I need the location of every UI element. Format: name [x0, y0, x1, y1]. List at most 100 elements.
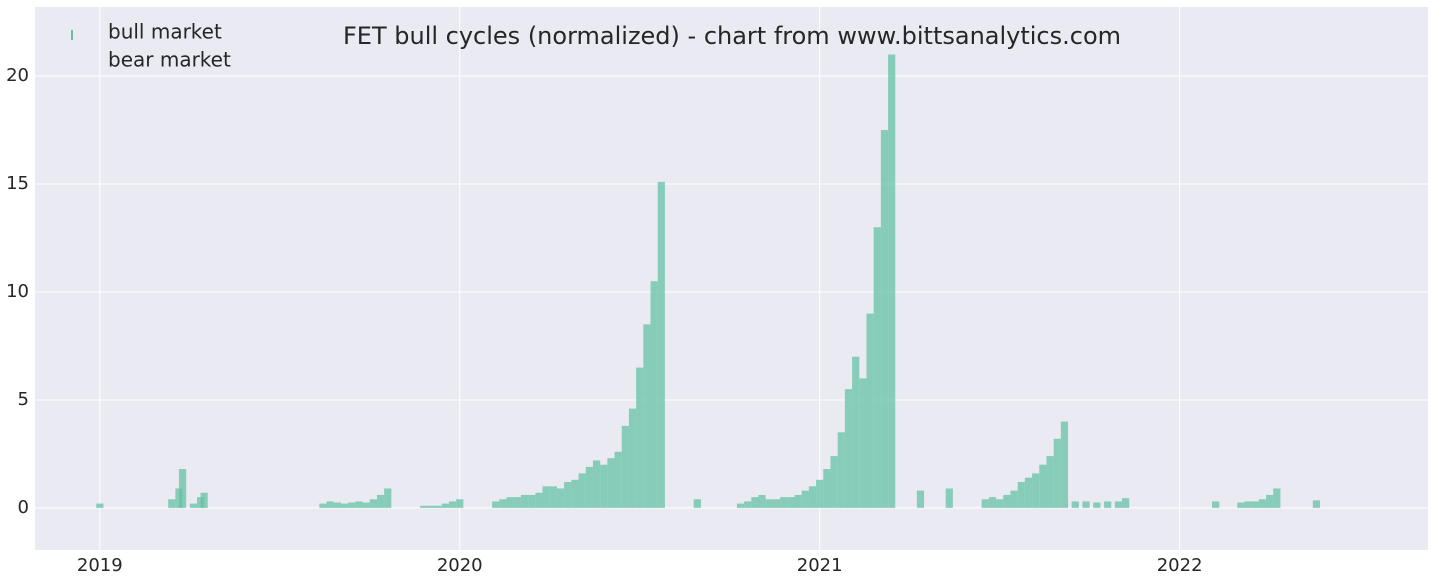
bar — [636, 367, 644, 508]
bar — [326, 501, 334, 508]
bar — [348, 502, 356, 508]
grid — [35, 7, 1428, 550]
bar — [693, 499, 701, 508]
bar — [628, 408, 637, 508]
bar — [1010, 490, 1018, 508]
bar — [585, 466, 593, 508]
bar — [1003, 494, 1011, 508]
bar — [1273, 488, 1281, 508]
y-tick-label: 0 — [18, 497, 29, 518]
bar — [852, 356, 860, 508]
bar — [657, 181, 665, 508]
bar — [1071, 501, 1079, 508]
bar — [808, 486, 817, 508]
bar — [873, 227, 881, 508]
bar — [736, 503, 745, 508]
bar — [794, 494, 802, 508]
bar — [880, 130, 889, 508]
legend-marker — [71, 30, 73, 40]
bar — [765, 499, 773, 508]
bar — [1032, 473, 1040, 508]
bar — [506, 497, 514, 508]
bar — [1244, 501, 1252, 508]
bar — [456, 499, 464, 508]
bar — [1060, 421, 1069, 508]
bar — [535, 492, 543, 508]
bar — [772, 499, 781, 508]
bar — [1039, 464, 1047, 508]
y-tick-label: 15 — [6, 173, 29, 194]
bar — [1212, 501, 1220, 508]
bar — [1082, 501, 1090, 508]
bar — [178, 469, 187, 508]
x-tick-label: 2021 — [797, 555, 843, 576]
bar — [441, 503, 449, 508]
x-tick-label: 2022 — [1157, 555, 1203, 576]
bar — [650, 281, 658, 508]
bar — [981, 499, 989, 508]
bar — [520, 494, 529, 508]
bar — [607, 458, 615, 508]
bar — [1017, 481, 1025, 508]
bar — [801, 490, 809, 508]
bar — [758, 494, 766, 508]
bar — [556, 488, 565, 508]
bar — [816, 479, 824, 508]
bars — [96, 54, 1321, 508]
legend-label: bull market — [108, 20, 222, 44]
bar — [844, 389, 853, 508]
bar — [744, 501, 752, 508]
bar — [528, 494, 536, 508]
bar — [427, 505, 435, 508]
bar — [823, 469, 831, 508]
bar — [1237, 502, 1245, 508]
bar — [1122, 498, 1130, 508]
bar — [830, 456, 838, 508]
bar — [988, 497, 997, 508]
bar — [787, 497, 795, 508]
bar — [578, 473, 586, 508]
bar — [837, 432, 845, 508]
bar — [355, 501, 363, 508]
bar — [168, 499, 176, 508]
bar — [1093, 502, 1101, 508]
bar — [333, 502, 341, 508]
bar — [200, 492, 208, 508]
y-tick-label: 5 — [18, 389, 29, 410]
bar — [420, 505, 428, 508]
bar — [1266, 494, 1274, 508]
bar — [1104, 501, 1112, 508]
bar — [571, 479, 579, 508]
bar — [780, 497, 788, 508]
bar — [376, 494, 385, 508]
bar — [996, 499, 1004, 508]
bar — [513, 497, 521, 508]
chart-title: FET bull cycles (normalized) - chart fro… — [343, 22, 1121, 50]
bar — [1258, 499, 1267, 508]
bar — [751, 497, 759, 508]
bar — [1251, 501, 1259, 508]
bar — [1046, 456, 1054, 508]
bar — [499, 499, 507, 508]
bar — [1053, 438, 1061, 508]
legend: bull market bear market — [71, 20, 231, 72]
bar — [1024, 477, 1033, 508]
bar — [1312, 500, 1321, 508]
bar — [945, 488, 953, 508]
bar — [319, 503, 327, 508]
legend-label: bear market — [108, 48, 231, 72]
bar — [434, 505, 442, 508]
bar — [189, 503, 197, 508]
x-tick-label: 2020 — [437, 555, 483, 576]
bar — [614, 451, 622, 508]
bar — [888, 54, 896, 508]
bar — [916, 490, 925, 508]
bar — [1114, 501, 1123, 508]
bar — [492, 501, 500, 508]
bar — [859, 378, 867, 508]
bar — [340, 503, 349, 508]
bar — [96, 503, 104, 508]
bar — [592, 460, 601, 508]
bar — [866, 313, 874, 508]
